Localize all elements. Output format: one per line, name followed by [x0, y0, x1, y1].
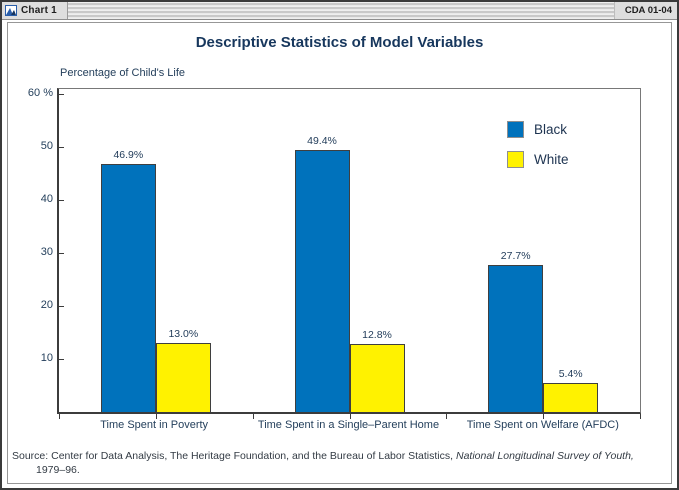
legend-label: Black	[534, 122, 568, 137]
chart-page: Descriptive Statistics of Model Variable…	[7, 22, 672, 484]
x-axis-tick	[543, 414, 545, 419]
x-axis-tick	[252, 414, 254, 419]
x-axis-category-labels: Time Spent in Poverty Time Spent in a Sin…	[57, 419, 640, 431]
y-axis-tick	[59, 199, 64, 201]
title-bar: Chart 1 CDA 01-04	[2, 2, 677, 20]
doc-code: CDA 01-04	[613, 2, 677, 19]
source-survey-title: National Longitudinal Survey of Youth,	[455, 450, 634, 462]
legend-label: White	[534, 152, 569, 167]
bar-value-label: 27.7%	[500, 250, 531, 263]
y-axis-tick	[59, 305, 64, 307]
bar-white-3	[543, 383, 599, 412]
bar-black-3	[488, 265, 544, 412]
tab-chart-1[interactable]: Chart 1	[2, 2, 68, 19]
y-axis-caption: Percentage of Child's Life	[60, 67, 186, 79]
legend-item-white: White	[507, 151, 569, 168]
chart-title: Descriptive Statistics of Model Variable…	[195, 34, 484, 51]
bar-value-label: 5.4%	[558, 368, 583, 381]
y-axis-tick	[59, 146, 64, 148]
source-line2: 1979–96.	[36, 464, 80, 476]
x-axis-tick	[59, 414, 60, 419]
category-label: Time Spent on Welfare (AFDC)	[466, 419, 619, 431]
source-text: Center for Data Analysis, The Heritage F…	[48, 450, 456, 462]
bar-value-label: 13.0%	[168, 328, 199, 341]
bar-black-2	[294, 150, 350, 412]
legend-swatch-black	[507, 121, 524, 138]
y-axis-tick-label: 20	[40, 299, 53, 312]
y-axis-tick-label: 60 %	[27, 87, 53, 100]
legend-item-black: Black	[507, 121, 569, 138]
bar-black-1	[100, 163, 156, 412]
bar-white-1	[155, 343, 211, 412]
y-axis-tick-label: 30	[40, 246, 53, 259]
y-axis-tick-label: 40	[40, 193, 53, 206]
legend-swatch-white	[507, 151, 524, 168]
x-axis-tick	[640, 414, 641, 419]
plot-area: 60 % 50 40 30 20 10 46.9% 13.0% 49.4% 12.8% 27.7% 5…	[28, 87, 641, 419]
chart-picture-icon	[5, 5, 17, 16]
bar-value-label: 46.9%	[113, 148, 144, 161]
y-axis-tick-label: 50	[40, 140, 53, 153]
source-prefix: Source:	[12, 450, 49, 462]
bar-white-2	[349, 344, 405, 412]
x-axis-tick	[446, 414, 448, 419]
y-axis-tick-label: 10	[40, 352, 53, 365]
y-axis-tick	[59, 93, 64, 95]
legend: Black White	[507, 121, 569, 181]
category-label: Time Spent in Poverty	[100, 419, 209, 431]
x-axis-tick	[155, 414, 157, 419]
bar-value-label: 12.8%	[362, 329, 392, 342]
tab-label: Chart 1	[21, 5, 57, 16]
bar-value-label: 49.4%	[307, 135, 337, 148]
x-axis-tick	[349, 414, 351, 419]
y-axis-tick	[59, 358, 64, 360]
source-note: Source: Center for Data Analysis, The He…	[12, 449, 665, 477]
y-axis-tick	[59, 252, 64, 254]
category-label: Time Spent in a Single–Parent Home	[257, 419, 440, 431]
